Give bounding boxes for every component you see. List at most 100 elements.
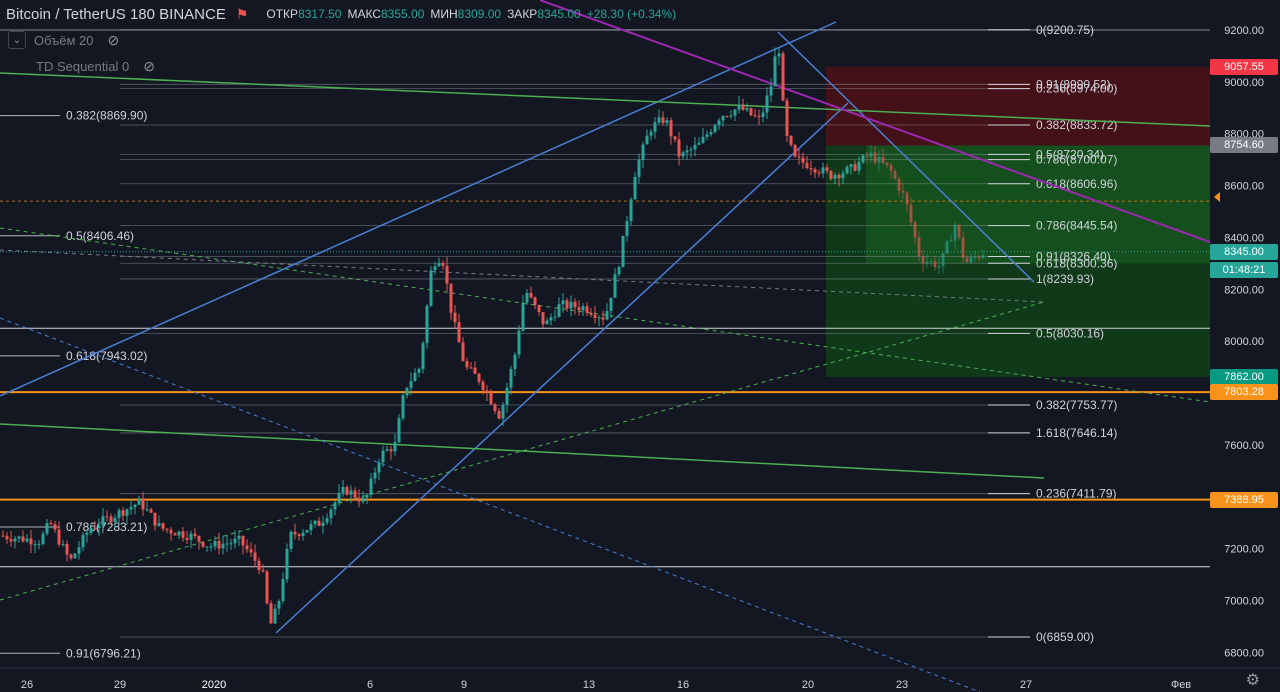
gear-icon[interactable]: ⚙ bbox=[1245, 672, 1260, 689]
x-tick-label: 23 bbox=[896, 679, 908, 691]
candle-body bbox=[673, 136, 677, 140]
candle-body bbox=[273, 608, 277, 624]
candle-body bbox=[429, 270, 433, 306]
trend-line bbox=[777, 31, 1035, 283]
candle-body bbox=[73, 553, 77, 559]
candle-body bbox=[189, 533, 193, 540]
indicator-td-sequential[interactable]: TD Sequential 0 ⊘ bbox=[36, 56, 155, 76]
candle-body bbox=[677, 139, 681, 157]
candle-body bbox=[385, 449, 389, 451]
candle-body bbox=[245, 545, 249, 550]
candle-body bbox=[881, 157, 885, 163]
candle-body bbox=[633, 176, 637, 200]
candle-body bbox=[317, 520, 321, 526]
trend-line bbox=[0, 249, 1045, 303]
candle-body bbox=[81, 534, 85, 548]
candle-body bbox=[841, 173, 845, 179]
candle-body bbox=[473, 367, 477, 374]
price-label: 7862.00 bbox=[1210, 368, 1278, 385]
candle-body bbox=[813, 169, 817, 173]
trend-line bbox=[0, 301, 1045, 601]
candle-body bbox=[725, 116, 729, 118]
candle-body bbox=[885, 162, 889, 166]
fib-label: 1.618(7646.14) bbox=[1036, 426, 1117, 440]
candle-body bbox=[21, 536, 25, 542]
y-tick-label: 8000.00 bbox=[1224, 336, 1264, 348]
candle-body bbox=[49, 523, 53, 525]
candle-body bbox=[933, 261, 937, 268]
fib-label: 0.5(8030.16) bbox=[1036, 326, 1104, 340]
candle-body bbox=[445, 265, 449, 284]
candle-body bbox=[477, 373, 481, 382]
candle-body bbox=[205, 546, 209, 548]
fib-label: 0.382(7753.77) bbox=[1036, 398, 1117, 412]
candle-body bbox=[45, 523, 49, 534]
candle-body bbox=[529, 292, 533, 298]
candle-body bbox=[125, 509, 129, 516]
candle-body bbox=[329, 509, 333, 519]
candle-body bbox=[373, 472, 377, 479]
candle-body bbox=[929, 261, 933, 263]
candle-body bbox=[61, 543, 65, 545]
candle-body bbox=[537, 305, 541, 313]
candle-body bbox=[709, 132, 713, 135]
candle-body bbox=[141, 498, 145, 510]
candle-body bbox=[93, 527, 97, 529]
candle-body bbox=[485, 390, 489, 393]
candle-body bbox=[773, 56, 777, 87]
candle-body bbox=[657, 117, 661, 123]
trend-line bbox=[0, 72, 1211, 127]
x-tick-label: 27 bbox=[1020, 679, 1032, 691]
candle-body bbox=[525, 292, 529, 303]
candle-body bbox=[877, 157, 881, 163]
candle-body bbox=[117, 510, 121, 518]
risk-zone bbox=[826, 66, 1210, 146]
candle-body bbox=[653, 122, 657, 132]
candle-body bbox=[789, 135, 793, 145]
candle-body bbox=[953, 224, 957, 241]
trend-line bbox=[0, 227, 1211, 403]
candle-body bbox=[821, 167, 825, 174]
collapse-icon[interactable]: ⌄ bbox=[8, 31, 26, 49]
candle-body bbox=[945, 241, 949, 254]
flag-icon[interactable]: ⚑ bbox=[235, 5, 249, 22]
candle-body bbox=[421, 343, 425, 369]
candle-body bbox=[489, 392, 493, 405]
candle-body bbox=[53, 524, 57, 530]
candle-body bbox=[417, 368, 421, 373]
eye-hidden-icon[interactable]: ⊘ bbox=[107, 31, 120, 48]
symbol-title[interactable]: Bitcoin / TetherUS 180 BINANCE bbox=[6, 5, 226, 23]
candle-body bbox=[433, 266, 437, 271]
candle-body bbox=[897, 178, 901, 191]
candle-body bbox=[449, 283, 453, 313]
indicator-volume-label: Объём 20 bbox=[34, 32, 94, 48]
candle-body bbox=[849, 164, 853, 167]
indicator-volume[interactable]: ⌄ Объём 20 ⊘ bbox=[8, 30, 119, 50]
candle-body bbox=[873, 152, 877, 163]
candle-body bbox=[901, 190, 905, 193]
candle-body bbox=[689, 149, 693, 151]
fib-label: 0.236(8974.00) bbox=[1036, 82, 1117, 96]
x-tick-label: 9 bbox=[461, 679, 467, 691]
fib-label: 0.618(8300.36) bbox=[1036, 256, 1117, 270]
y-tick-label: 8200.00 bbox=[1224, 284, 1264, 296]
y-tick-label: 7200.00 bbox=[1224, 544, 1264, 556]
trend-line bbox=[539, 0, 1211, 243]
candle-body bbox=[325, 518, 329, 523]
candle-body bbox=[145, 509, 149, 511]
candle-body bbox=[213, 540, 217, 547]
candle-body bbox=[157, 523, 161, 526]
x-tick-label: 6 bbox=[367, 679, 373, 691]
candle-body bbox=[925, 261, 929, 264]
fib-label: 1(8239.93) bbox=[1036, 272, 1094, 286]
eye-hidden-icon[interactable]: ⊘ bbox=[143, 57, 155, 74]
y-tick-label: 7000.00 bbox=[1224, 595, 1264, 607]
x-tick-label: 2020 bbox=[202, 679, 226, 691]
candle-body bbox=[577, 307, 581, 311]
open-value: 8317.50 bbox=[298, 7, 342, 21]
candle-body bbox=[597, 317, 601, 319]
candle-body bbox=[5, 536, 9, 540]
low-value: 8309.00 bbox=[457, 7, 502, 21]
candle-body bbox=[341, 487, 345, 494]
